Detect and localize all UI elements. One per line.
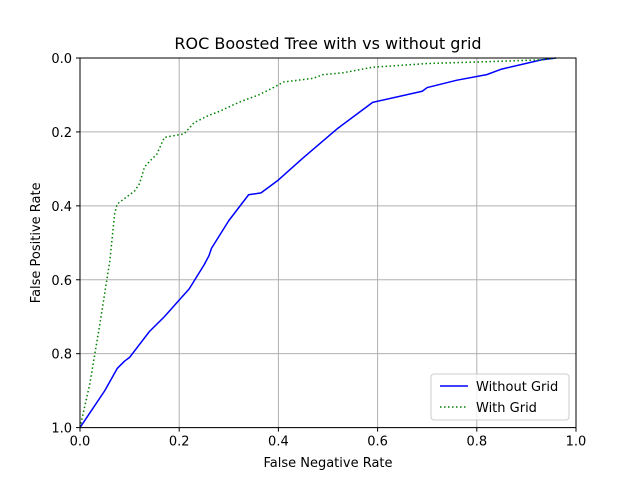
series-line-with-grid xyxy=(79,57,557,428)
plot-frame xyxy=(79,57,577,429)
y-axis-label: False Positive Rate xyxy=(29,182,44,303)
x-tick-label: 1.0 xyxy=(566,435,587,450)
legend-label-without-grid: Without Grid xyxy=(476,380,558,395)
y-tick-label: 0.0 xyxy=(51,52,72,67)
y-tick-label: 0.8 xyxy=(51,348,72,363)
x-tick-label: 0.2 xyxy=(169,435,190,450)
x-tick-label: 0.4 xyxy=(268,435,289,450)
y-tick-label: 0.6 xyxy=(51,274,72,289)
legend-label-with-grid: With Grid xyxy=(476,401,537,416)
x-tick-label: 0.8 xyxy=(466,435,487,450)
y-tick-label: 0.2 xyxy=(51,126,72,141)
legend: Without Grid With Grid xyxy=(430,373,570,421)
chart-title: ROC Boosted Tree with vs without grid xyxy=(174,34,481,53)
axis-ticks: 0.0 0.2 0.4 0.6 0.8 1.00.00.20.40.60.81.0 xyxy=(51,52,586,450)
y-tick-label: 0.4 xyxy=(51,200,72,215)
x-axis-label: False Negative Rate xyxy=(263,456,392,471)
x-tick-label: 0.6 xyxy=(367,435,388,450)
series-lines xyxy=(79,57,557,429)
grid xyxy=(79,57,577,429)
x-tick-label: 0.0 xyxy=(70,435,91,450)
series-line-without-grid xyxy=(79,57,557,429)
y-tick-label: 1.0 xyxy=(51,422,72,437)
